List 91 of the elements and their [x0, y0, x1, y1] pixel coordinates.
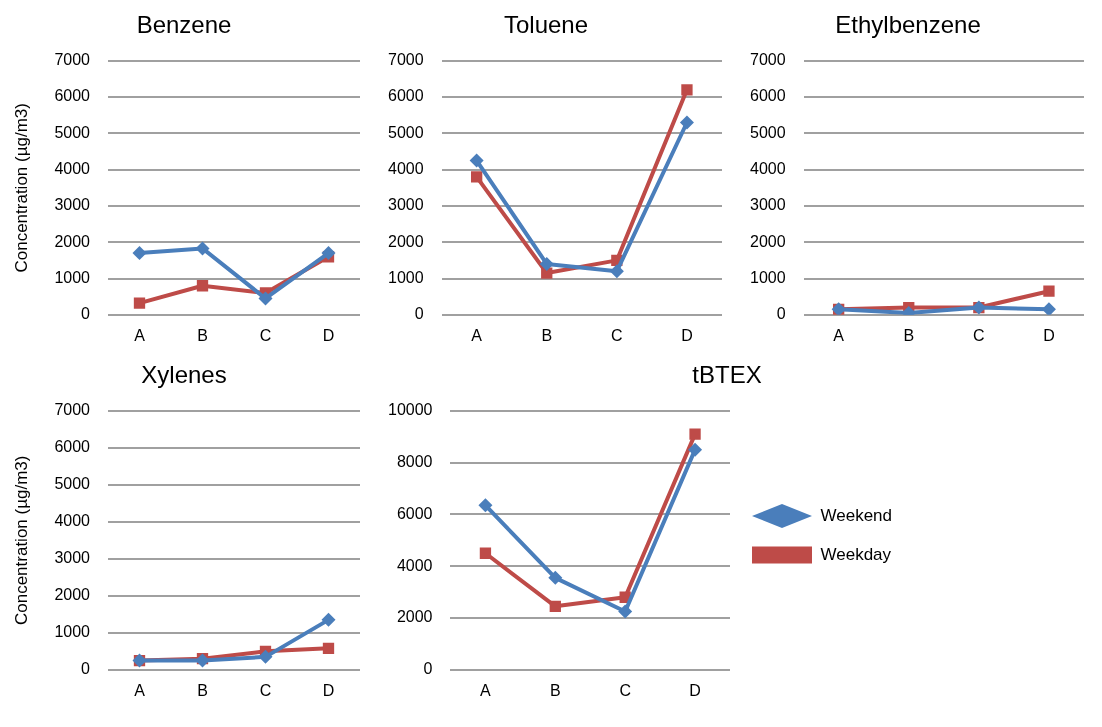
x-tick-label: C	[973, 326, 985, 344]
chart-title: tBTEX	[692, 361, 762, 389]
y-tick-label: 0	[414, 305, 424, 323]
point	[322, 642, 335, 654]
point	[539, 257, 554, 271]
x-tick-label: D	[322, 681, 335, 699]
point	[133, 297, 146, 309]
y-tick-label: 4000	[388, 160, 424, 178]
point	[469, 153, 484, 168]
y-tick-label: 1000	[750, 268, 786, 286]
legend-label: Weekday	[820, 544, 892, 564]
y-tick-label: 10000	[387, 401, 433, 419]
y-tick-label: 5000	[54, 475, 91, 493]
y-tick-label: 3000	[388, 196, 424, 214]
point	[1041, 302, 1056, 315]
y-tick-label: 6000	[54, 87, 91, 105]
point	[609, 264, 624, 279]
y-tick-label: 5000	[388, 123, 424, 141]
y-tick-label: 2000	[388, 232, 424, 250]
point	[618, 604, 633, 619]
y-tick-label: 3000	[54, 196, 91, 214]
x-tick-label: D	[322, 326, 335, 344]
y-tick-label: 0	[81, 660, 91, 678]
y-tick-label: 0	[776, 305, 786, 323]
legend-label: Weekend	[820, 505, 893, 525]
point	[321, 612, 336, 627]
y-tick-label: 2000	[54, 232, 91, 250]
x-tick-label: B	[197, 681, 208, 699]
y-tick-label: 3000	[750, 196, 786, 214]
point	[688, 442, 703, 457]
y-tick-label: 5000	[750, 123, 786, 141]
y-tick-label: 7000	[54, 51, 91, 69]
point	[679, 115, 694, 130]
x-tick-label: A	[134, 681, 146, 699]
chart-title: Benzene	[136, 11, 232, 39]
y-tick-label: 7000	[388, 51, 424, 69]
x-tick-label: B	[197, 326, 208, 344]
y-tick-label: 5000	[54, 123, 91, 141]
y-tick-label: 2000	[750, 232, 786, 250]
y-tick-label: 0	[81, 305, 91, 323]
x-tick-label: A	[471, 326, 483, 344]
x-tick-label: C	[259, 681, 272, 699]
x-tick-label: A	[480, 681, 492, 699]
y-tick-label: 1000	[54, 268, 91, 286]
x-tick-label: B	[903, 326, 915, 344]
y-tick-label: 2000	[396, 608, 433, 626]
point	[470, 171, 483, 183]
y-tick-label: 4000	[396, 556, 433, 574]
point	[321, 246, 336, 261]
y-axis-title: Concentration (µg/m3)	[11, 103, 31, 273]
x-tick-label: D	[1043, 326, 1055, 344]
y-tick-label: 4000	[54, 512, 91, 530]
y-tick-label: 1000	[54, 623, 91, 641]
point	[196, 280, 209, 292]
y-tick-label: 0	[423, 660, 433, 678]
y-tick-label: 6000	[750, 87, 786, 105]
y-tick-label: 2000	[54, 586, 91, 604]
point	[258, 291, 273, 306]
x-tick-label: D	[689, 681, 701, 699]
point	[478, 498, 493, 513]
x-tick-label: C	[259, 326, 272, 344]
y-tick-label: 8000	[396, 453, 433, 471]
y-tick-label: 7000	[750, 51, 786, 69]
y-tick-label: 1000	[388, 268, 424, 286]
point	[689, 428, 701, 440]
x-tick-label: C	[611, 326, 623, 344]
y-axis-title: Concentration (µg/m3)	[11, 455, 31, 626]
x-tick-label: D	[681, 326, 693, 344]
y-tick-label: 6000	[396, 504, 433, 522]
chart-title: Ethylbenzene	[835, 11, 981, 39]
point	[681, 84, 693, 96]
x-tick-label: B	[541, 326, 553, 344]
y-tick-label: 6000	[54, 438, 91, 456]
chart-title: Toluene	[503, 11, 589, 39]
x-tick-label: A	[833, 326, 845, 344]
point	[549, 600, 561, 612]
y-tick-label: 4000	[54, 160, 91, 178]
x-tick-label: B	[549, 681, 561, 699]
chart-title: Xylenes	[141, 361, 227, 389]
point	[132, 246, 147, 261]
x-tick-label: C	[619, 681, 631, 699]
point	[258, 649, 273, 664]
point	[1043, 285, 1055, 297]
y-tick-label: 4000	[750, 160, 786, 178]
y-tick-label: 7000	[54, 401, 91, 419]
y-tick-label: 3000	[54, 549, 91, 567]
point	[479, 547, 492, 559]
y-tick-label: 6000	[388, 87, 424, 105]
x-tick-label: A	[134, 326, 146, 344]
point	[548, 570, 563, 585]
point	[195, 241, 210, 256]
